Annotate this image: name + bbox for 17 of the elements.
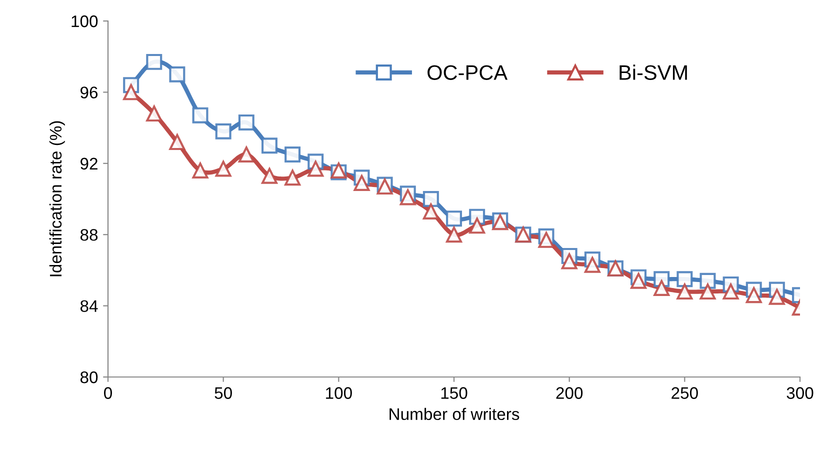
x-tick-label: 150	[441, 387, 468, 399]
y-tick-label: 100	[72, 15, 98, 28]
y-tick-label: 80	[80, 371, 98, 384]
legend-label: Bi-SVM	[620, 64, 687, 80]
x-tick-label: 0	[104, 387, 112, 399]
x-tick-label: 50	[214, 387, 232, 399]
x-tick-label: 250	[672, 387, 698, 399]
x-tick-label: 100	[326, 387, 352, 399]
y-tick-label: 84	[80, 300, 98, 312]
x-tick-label: 300	[786, 387, 814, 399]
y-tick-label: 96	[80, 86, 98, 98]
x-axis-title: Number of writers	[390, 408, 520, 420]
y-tick-label: 92	[80, 158, 98, 170]
legend-label: OC-PCA	[428, 65, 508, 80]
x-tick-label: 200	[556, 387, 583, 399]
y-tick-label: 88	[80, 229, 98, 241]
y-axis-title: Identification rate (%)	[49, 121, 65, 276]
